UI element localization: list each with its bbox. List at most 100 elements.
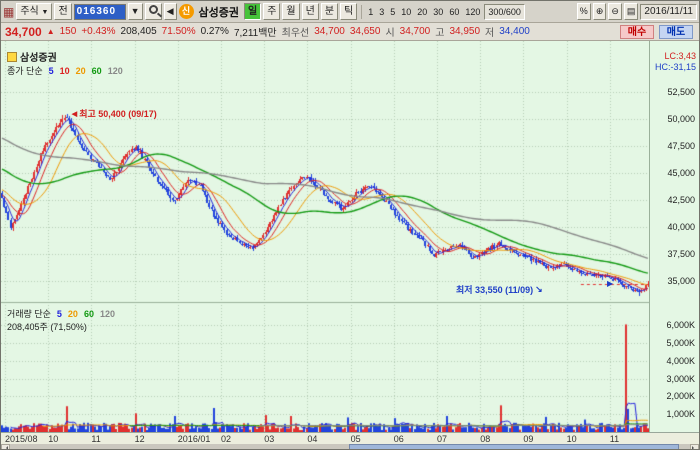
- x-axis-label: 03: [264, 434, 274, 444]
- minute-1-button[interactable]: 1: [366, 7, 375, 17]
- main-toolbar: ▦ 주식 ▼ 전 016360 ▼ ◀ 신 삼성증권 일 주 월 년 분 틱 1…: [1, 1, 699, 23]
- low-annotation-label: 최저 33,550 (11/09): [456, 283, 533, 296]
- zoom-out-button[interactable]: ⊖: [608, 3, 622, 20]
- asset-type-label: 주식: [20, 6, 38, 17]
- vol-ma60-legend[interactable]: 60: [84, 309, 94, 319]
- best-ask: 34,700: [314, 26, 345, 37]
- best-quote-label: 최우선: [282, 24, 310, 39]
- stock-name-label: 삼성증권: [196, 4, 242, 20]
- chart-menu-icon[interactable]: ▦: [3, 6, 14, 18]
- low-price: 34,400: [499, 26, 530, 37]
- percent-scale-button[interactable]: %: [577, 3, 591, 20]
- axis-tick-label: 3,000K: [666, 374, 695, 384]
- volume-ratio: 71.50%: [162, 26, 196, 37]
- axis-tick-label: 35,000: [667, 276, 695, 286]
- vol-ma120-legend[interactable]: 120: [100, 309, 115, 319]
- high-price: 34,950: [449, 26, 480, 37]
- vol-ma20-legend[interactable]: 20: [68, 309, 78, 319]
- scrollbar-thumb[interactable]: [349, 444, 679, 450]
- minute-10-button[interactable]: 10: [399, 7, 413, 17]
- high-annotation: ◀ 최고 50,400 (09/17): [72, 107, 157, 120]
- minute-20-button[interactable]: 20: [415, 7, 429, 17]
- axis-tick-label: 4,000K: [666, 356, 695, 366]
- minute-3-button[interactable]: 3: [377, 7, 386, 17]
- chart-area: 삼성증권 종가 단순 5 10 20 60 120 거래량 단순 5 20 60…: [1, 41, 699, 432]
- low-label: 저: [485, 24, 494, 39]
- x-axis-label: 10: [567, 434, 577, 444]
- best-bid: 34,650: [350, 26, 381, 37]
- period-day-button[interactable]: 일: [244, 3, 261, 20]
- toolbar-divider: [361, 5, 362, 19]
- x-axis-label: 11: [610, 434, 619, 444]
- price-change-pct: +0.43%: [81, 26, 115, 37]
- bar-count-display: 300/600: [484, 4, 525, 20]
- axis-tick-label: 42,500: [667, 195, 695, 205]
- axis-tick-label: 50,000: [667, 114, 695, 124]
- prev-stock-button[interactable]: ◀: [164, 3, 177, 20]
- stock-code-input[interactable]: 016360: [74, 4, 126, 20]
- indicator-icon[interactable]: [7, 52, 17, 62]
- minute-60-button[interactable]: 60: [447, 7, 461, 17]
- date-display[interactable]: 2016/11/11: [640, 4, 697, 20]
- asset-type-select[interactable]: 주식 ▼: [16, 3, 52, 20]
- code-dropdown-button[interactable]: ▼: [128, 3, 143, 20]
- minute-120-button[interactable]: 120: [463, 7, 482, 17]
- current-price-arrow-icon: ▶: [607, 279, 613, 288]
- high-arrow-icon: ◀: [72, 110, 77, 118]
- scroll-left-button[interactable]: [1, 444, 10, 450]
- low-arrow-icon: ↘: [535, 284, 543, 295]
- axis-tick-label: 40,000: [667, 222, 695, 232]
- x-axis-label: 12: [135, 434, 145, 444]
- x-axis-label: 09: [523, 434, 533, 444]
- x-axis-label: 02: [221, 434, 231, 444]
- open-price: 34,700: [400, 26, 431, 37]
- axis-tick-label: 37,500: [667, 249, 695, 259]
- chart-settings-button[interactable]: ▤: [624, 3, 639, 20]
- volume-readout-label: 208,405주 (71,50%): [7, 320, 87, 333]
- price-pane-title: 삼성증권: [7, 49, 57, 64]
- price-volume-chart-canvas[interactable]: [1, 41, 649, 432]
- price-axis: LC:3,43 HC:-31,15 34,700 0,43% 208,405 7…: [649, 41, 699, 432]
- search-button[interactable]: [145, 3, 162, 20]
- period-week-button[interactable]: 주: [263, 3, 280, 20]
- axis-tick-label: 6,000K: [666, 320, 695, 330]
- scroll-left-icon: [4, 446, 8, 450]
- zoom-in-button[interactable]: ⊕: [593, 3, 607, 20]
- buy-button[interactable]: 매수: [620, 25, 654, 39]
- current-price: 34,700: [5, 25, 42, 39]
- period-tick-button[interactable]: 틱: [340, 3, 357, 20]
- price-change: 150: [60, 26, 77, 37]
- axis-tick-label: 5,000K: [666, 338, 695, 348]
- chart-scrollbar[interactable]: [1, 444, 699, 450]
- price-legend-prefix: 종가 단순: [7, 64, 43, 77]
- x-axis-label: 2015/08: [5, 434, 38, 444]
- axis-tick-label: 52,500: [667, 87, 695, 97]
- x-axis-label: 2016/01: [178, 434, 211, 444]
- high-annotation-label: 최고 50,400 (09/17): [79, 107, 157, 120]
- x-axis-label: 07: [437, 434, 447, 444]
- sell-button[interactable]: 매도: [659, 25, 693, 39]
- vol-ma5-legend[interactable]: 5: [57, 309, 62, 319]
- minute-30-button[interactable]: 30: [431, 7, 445, 17]
- hc-readout: HC:-31,15: [655, 62, 696, 72]
- ma120-legend[interactable]: 120: [108, 66, 123, 76]
- scroll-right-button[interactable]: [690, 444, 699, 450]
- axis-tick-label: 2,000K: [666, 391, 695, 401]
- ma5-legend[interactable]: 5: [49, 66, 54, 76]
- lc-readout: LC:3,43: [664, 51, 696, 61]
- turnover-ratio: 0.27%: [201, 26, 229, 37]
- minute-5-button[interactable]: 5: [388, 7, 397, 17]
- chevron-down-icon: ▼: [42, 9, 49, 16]
- period-year-button[interactable]: 년: [302, 3, 319, 20]
- ma10-legend[interactable]: 10: [60, 66, 70, 76]
- jeon-button[interactable]: 전: [54, 3, 71, 20]
- change-up-icon: ▲: [47, 27, 55, 36]
- period-month-button[interactable]: 월: [282, 3, 299, 20]
- ma20-legend[interactable]: 20: [76, 66, 86, 76]
- scroll-right-icon: [692, 446, 696, 450]
- trade-value: 7,211백만: [234, 24, 277, 39]
- price-pane-title-label: 삼성증권: [20, 49, 57, 64]
- period-minute-button[interactable]: 분: [321, 3, 338, 20]
- ma60-legend[interactable]: 60: [92, 66, 102, 76]
- volume-legend-prefix: 거래량 단순: [7, 307, 51, 320]
